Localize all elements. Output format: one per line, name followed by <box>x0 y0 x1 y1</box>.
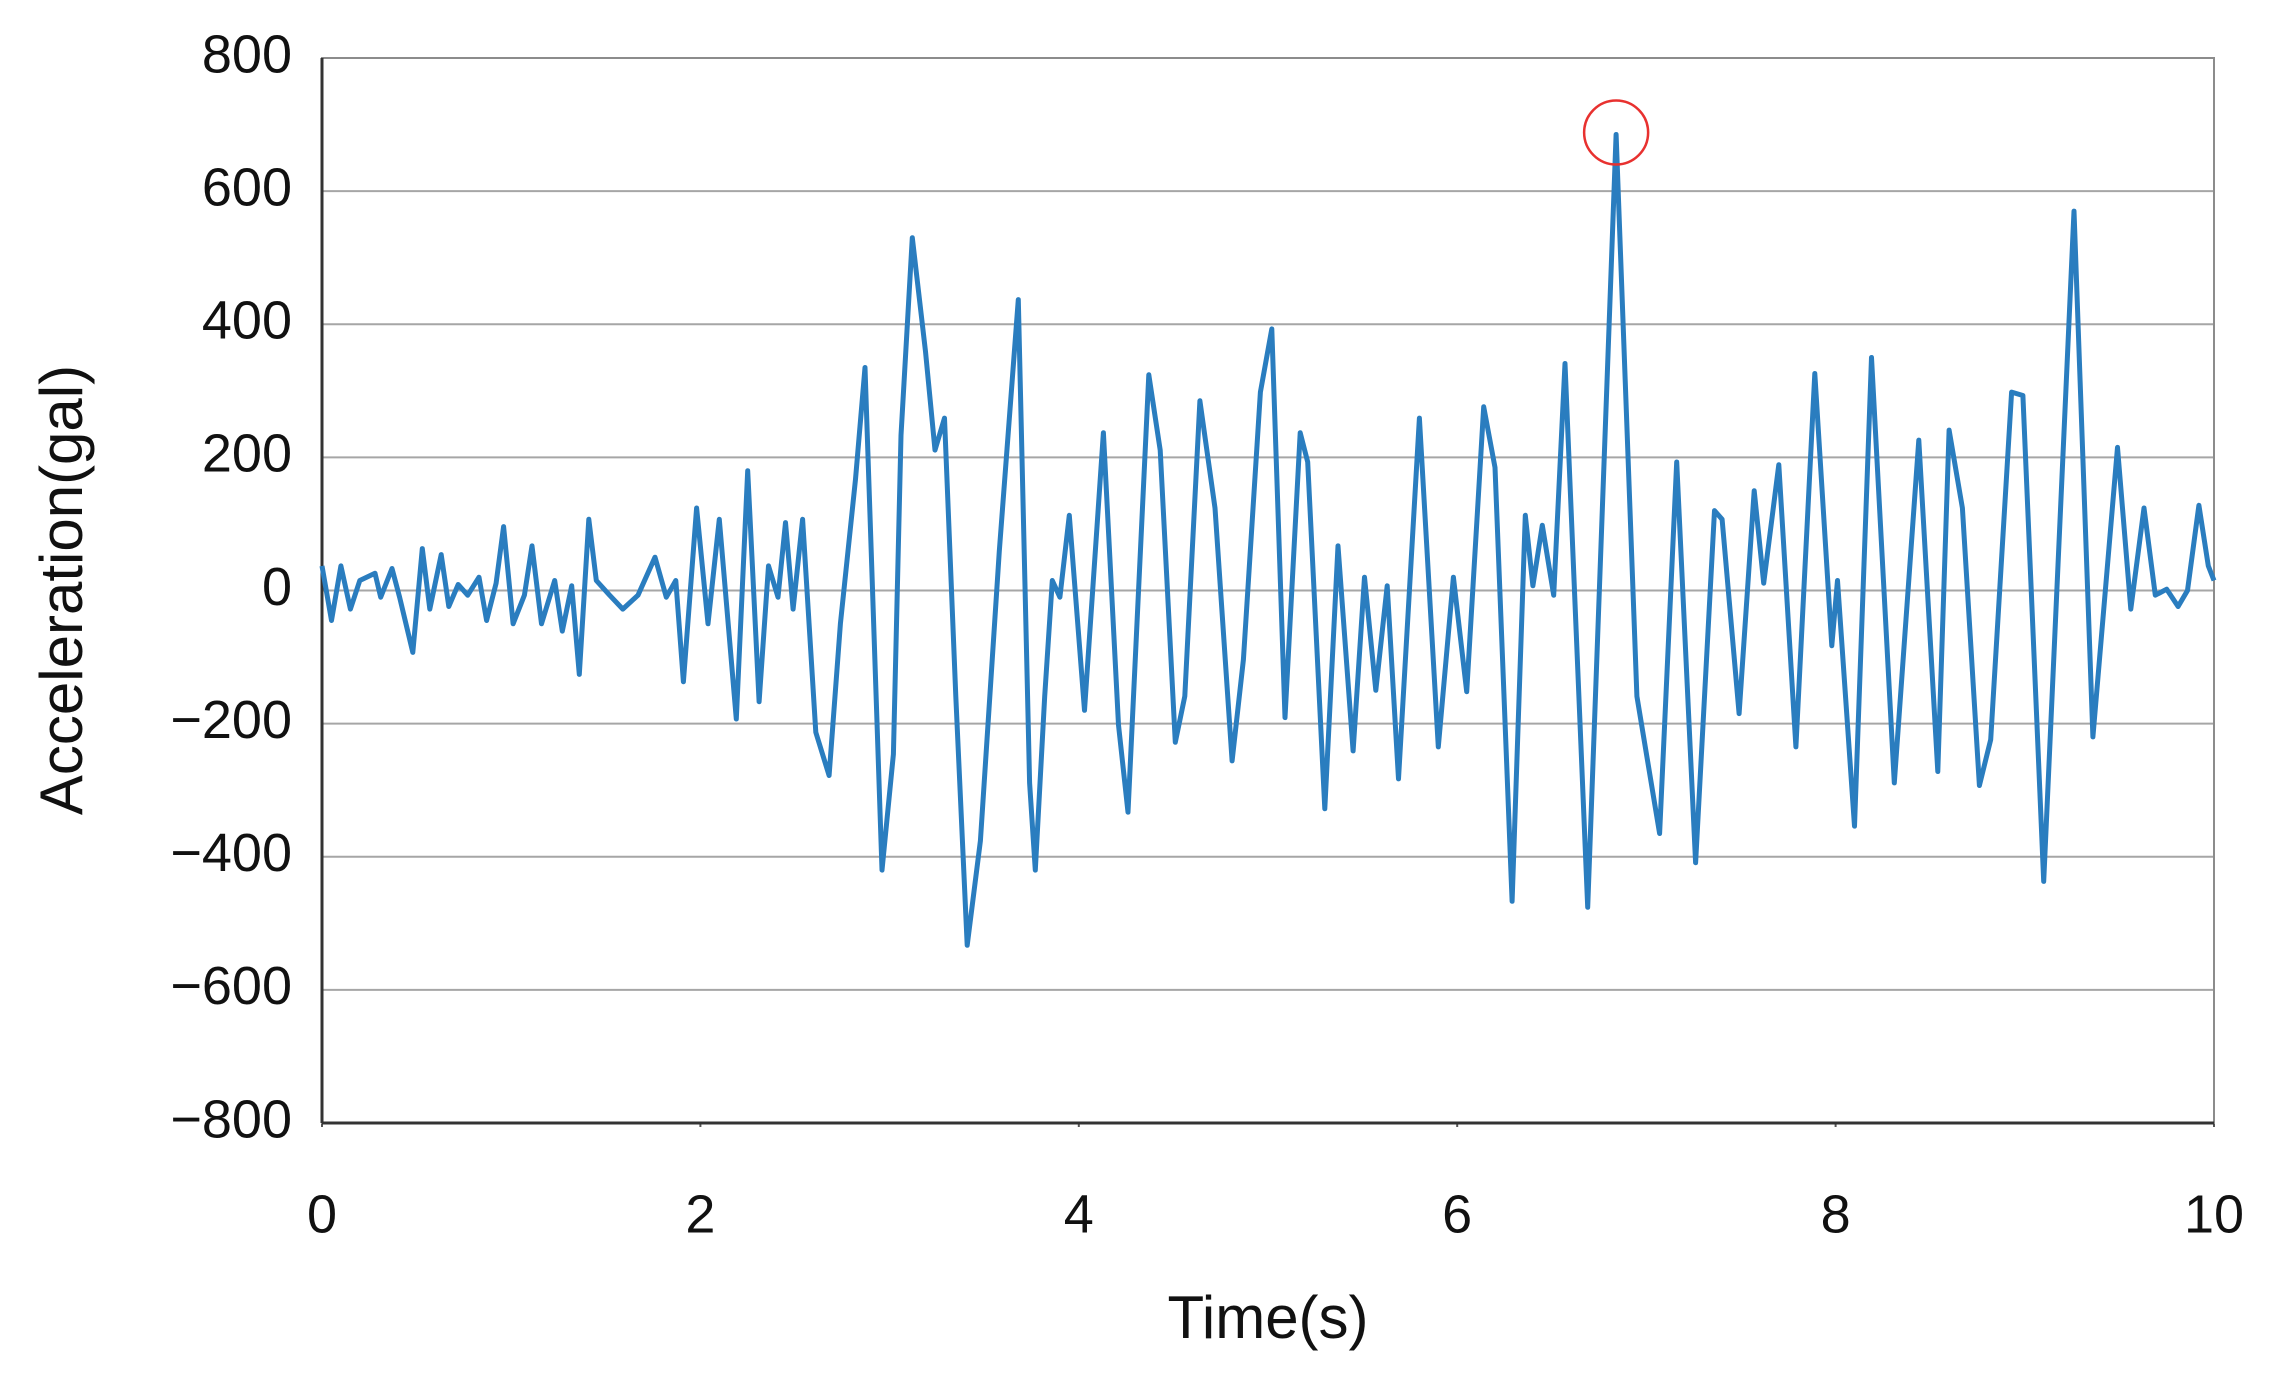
peak-marker <box>1582 99 1650 166</box>
x-tick-label: 2 <box>685 1184 715 1244</box>
y-axis-label: Acceleration(gal) <box>28 365 95 815</box>
x-tick-label: 10 <box>2184 1184 2244 1244</box>
y-tick-label: −800 <box>170 1089 292 1149</box>
y-tick-label: 600 <box>202 157 292 217</box>
y-tick-label: −600 <box>170 956 292 1016</box>
x-tick-label: 0 <box>307 1184 337 1244</box>
x-tick-label: 8 <box>1821 1184 1851 1244</box>
x-tick-label: 6 <box>1442 1184 1472 1244</box>
y-tick-label: −200 <box>170 690 292 750</box>
x-axis-label: Time(s) <box>1167 1284 1368 1351</box>
y-tick-label: −400 <box>170 823 292 883</box>
y-tick-label: 400 <box>202 291 292 351</box>
x-tick-label: 4 <box>1064 1184 1094 1244</box>
y-tick-label: 200 <box>202 424 292 484</box>
data-line <box>319 132 2217 948</box>
y-tick-label: 0 <box>262 557 292 617</box>
y-tick-label: 800 <box>202 24 292 84</box>
